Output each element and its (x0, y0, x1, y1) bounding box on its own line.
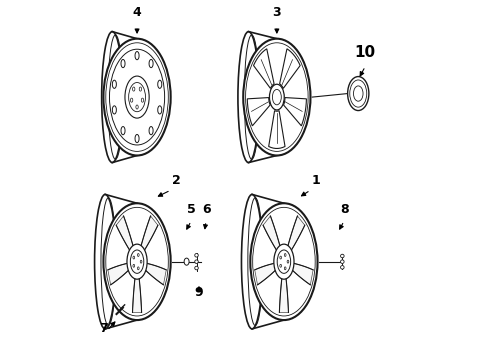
Ellipse shape (195, 260, 198, 264)
Ellipse shape (341, 260, 344, 264)
Ellipse shape (149, 59, 153, 68)
Ellipse shape (184, 258, 189, 265)
Ellipse shape (135, 51, 139, 60)
Ellipse shape (103, 203, 171, 320)
Ellipse shape (341, 254, 344, 258)
Polygon shape (263, 216, 281, 252)
Polygon shape (108, 263, 130, 285)
Polygon shape (291, 263, 313, 285)
Ellipse shape (280, 264, 282, 267)
Ellipse shape (121, 59, 125, 68)
Ellipse shape (284, 253, 286, 256)
Ellipse shape (140, 260, 142, 263)
Ellipse shape (141, 98, 144, 102)
Ellipse shape (138, 267, 139, 270)
Polygon shape (132, 275, 142, 312)
Ellipse shape (112, 106, 116, 114)
Ellipse shape (243, 39, 311, 156)
Ellipse shape (133, 256, 135, 259)
Text: 1: 1 (312, 174, 320, 187)
Ellipse shape (287, 260, 289, 263)
Ellipse shape (158, 106, 162, 114)
Ellipse shape (149, 127, 153, 135)
Ellipse shape (341, 266, 344, 269)
Polygon shape (287, 216, 305, 252)
Polygon shape (144, 263, 166, 285)
Ellipse shape (138, 253, 139, 256)
Ellipse shape (277, 250, 291, 273)
Text: 5: 5 (187, 203, 196, 216)
Text: 7: 7 (99, 322, 108, 335)
Text: 8: 8 (340, 203, 348, 216)
Polygon shape (279, 275, 289, 312)
Polygon shape (116, 216, 134, 252)
Ellipse shape (250, 203, 318, 320)
Ellipse shape (133, 264, 135, 267)
Ellipse shape (127, 244, 147, 279)
Text: 9: 9 (195, 286, 203, 299)
Ellipse shape (347, 77, 369, 111)
Ellipse shape (195, 253, 198, 257)
Ellipse shape (195, 266, 198, 270)
Ellipse shape (139, 87, 142, 91)
Ellipse shape (103, 39, 171, 156)
Ellipse shape (125, 76, 149, 118)
Text: 4: 4 (133, 6, 142, 19)
Text: 2: 2 (172, 174, 180, 187)
Ellipse shape (270, 84, 284, 110)
Polygon shape (140, 216, 158, 252)
Polygon shape (255, 263, 277, 285)
Ellipse shape (158, 80, 162, 88)
Ellipse shape (284, 267, 286, 270)
Ellipse shape (130, 98, 133, 102)
Ellipse shape (274, 244, 294, 279)
Text: 6: 6 (202, 203, 210, 216)
Text: 10: 10 (355, 45, 376, 60)
Ellipse shape (280, 256, 282, 259)
Ellipse shape (136, 105, 138, 109)
Ellipse shape (112, 80, 116, 88)
Ellipse shape (135, 135, 139, 143)
Ellipse shape (121, 127, 125, 135)
Ellipse shape (130, 250, 144, 273)
Ellipse shape (132, 87, 135, 91)
Text: 3: 3 (272, 6, 281, 19)
